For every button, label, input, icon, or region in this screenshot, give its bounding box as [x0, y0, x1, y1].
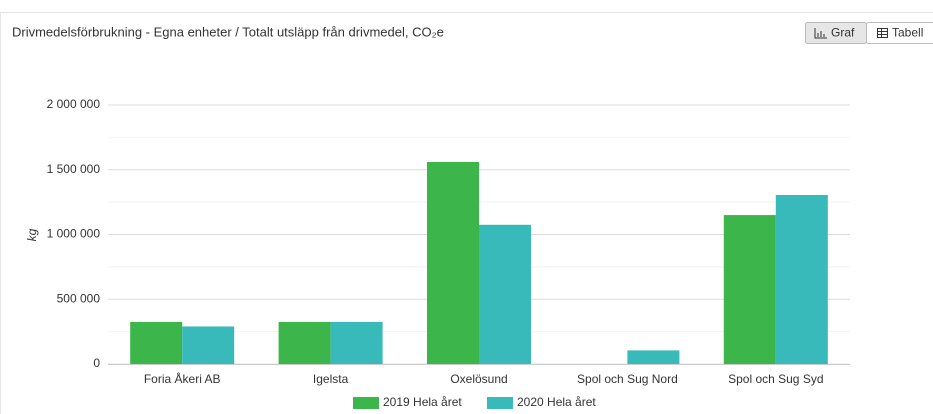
bar: [479, 224, 531, 364]
bar: [130, 321, 183, 364]
legend-label: 2020 Hela året: [517, 395, 596, 409]
x-tick-label: Foria Åkeri AB: [144, 371, 221, 386]
y-tick-label: 1 500 000: [47, 162, 101, 176]
x-tick-label: Igelsta: [313, 372, 349, 386]
bar: [278, 321, 331, 364]
y-axis-label: kg: [25, 228, 39, 241]
button-label: Tabell: [892, 26, 923, 40]
x-tick-label: Spol och Sug Nord: [577, 372, 678, 386]
bar: [427, 161, 479, 364]
legend-swatch: [487, 397, 513, 409]
y-tick-label: 0: [93, 356, 100, 370]
legend-swatch: [353, 397, 379, 409]
x-tick-label: Oxelösund: [450, 372, 507, 386]
graf-button[interactable]: Graf: [805, 22, 867, 44]
chart-title: Drivmedelsförbrukning - Egna enheter / T…: [12, 24, 444, 39]
y-tick-label: 1 000 000: [47, 227, 101, 241]
bar: [723, 215, 776, 364]
graph-icon: [814, 28, 827, 39]
bar: [330, 321, 383, 364]
y-tick-label: 500 000: [57, 291, 101, 305]
bar: [627, 350, 680, 364]
bar: [775, 195, 828, 364]
x-tick-label: Spol och Sug Syd: [728, 372, 823, 386]
tabell-button[interactable]: Tabell: [866, 22, 933, 44]
button-bg: [866, 22, 933, 44]
y-tick-label: 2 000 000: [47, 97, 101, 111]
button-label: Graf: [831, 26, 855, 40]
table-icon: [877, 28, 888, 38]
bar: [182, 326, 235, 364]
legend-label: 2019 Hela året: [383, 395, 462, 409]
